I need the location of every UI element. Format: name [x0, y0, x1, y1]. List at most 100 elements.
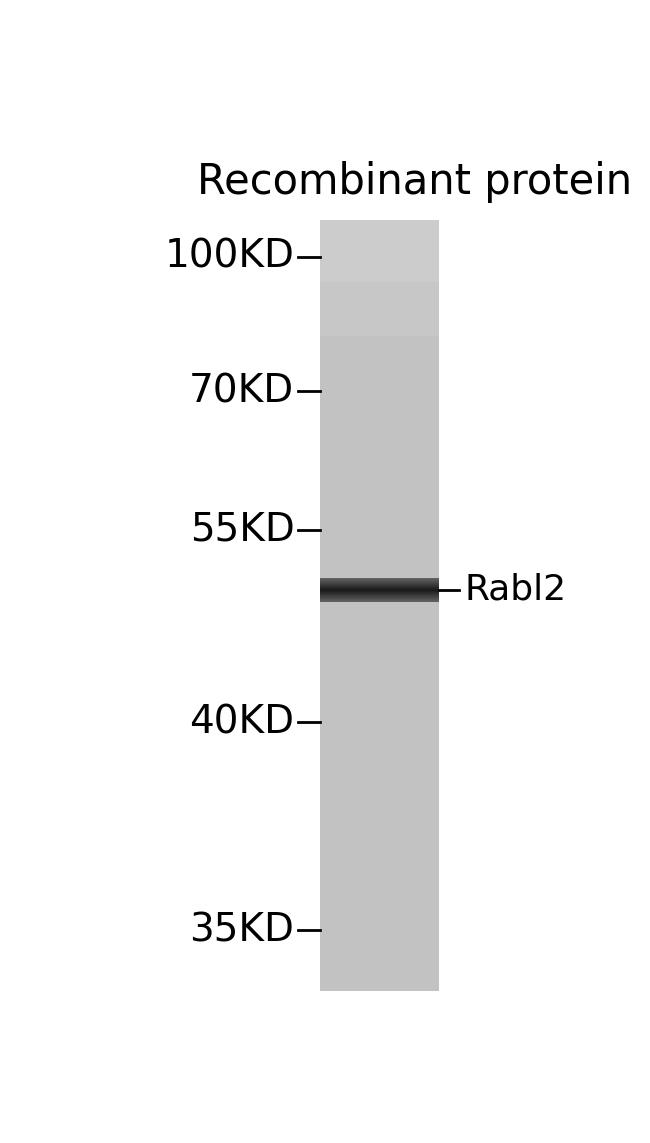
Text: 35KD: 35KD: [190, 911, 294, 949]
Bar: [320, 941, 439, 943]
Bar: [320, 865, 439, 868]
Bar: [320, 527, 439, 529]
Bar: [320, 240, 439, 242]
Bar: [320, 750, 439, 752]
Bar: [320, 829, 439, 831]
Bar: [320, 964, 439, 966]
Bar: [320, 320, 439, 322]
Bar: [320, 503, 439, 505]
Bar: [320, 606, 439, 608]
Bar: [320, 632, 439, 634]
Bar: [320, 269, 439, 271]
Bar: [320, 890, 439, 893]
Bar: [320, 563, 439, 566]
Bar: [320, 322, 439, 325]
Bar: [320, 255, 439, 257]
Bar: [320, 736, 439, 738]
Bar: [320, 374, 439, 377]
Bar: [320, 517, 439, 519]
Bar: [320, 655, 439, 657]
Bar: [320, 697, 439, 700]
Bar: [320, 390, 439, 392]
Bar: [320, 483, 439, 487]
Bar: [320, 272, 439, 274]
Bar: [320, 812, 439, 814]
Bar: [320, 882, 439, 885]
Bar: [320, 752, 439, 754]
Bar: [320, 376, 439, 378]
Bar: [320, 825, 439, 828]
Bar: [320, 961, 439, 964]
Bar: [320, 713, 439, 716]
Bar: [320, 592, 439, 594]
Bar: [320, 958, 439, 960]
Bar: [320, 813, 439, 815]
Bar: [320, 673, 439, 676]
Bar: [320, 502, 439, 504]
Bar: [320, 904, 439, 906]
Bar: [320, 821, 439, 823]
Bar: [320, 278, 439, 280]
Bar: [320, 776, 439, 780]
Bar: [320, 339, 439, 342]
Bar: [320, 837, 439, 839]
Bar: [320, 337, 439, 341]
Bar: [320, 666, 439, 670]
Bar: [320, 469, 439, 471]
Bar: [320, 334, 439, 336]
Bar: [320, 297, 439, 299]
Bar: [320, 948, 439, 950]
Bar: [320, 286, 439, 288]
Bar: [320, 710, 439, 712]
Bar: [320, 640, 439, 642]
Bar: [320, 491, 439, 494]
Bar: [320, 880, 439, 882]
Bar: [320, 902, 439, 904]
Bar: [320, 604, 439, 606]
Bar: [320, 790, 439, 792]
Bar: [320, 761, 439, 764]
Bar: [320, 573, 439, 575]
Bar: [320, 908, 439, 910]
Bar: [320, 280, 439, 282]
Bar: [320, 307, 439, 310]
Bar: [320, 613, 439, 615]
Bar: [320, 317, 439, 319]
Bar: [320, 440, 439, 442]
Bar: [320, 896, 439, 898]
Bar: [320, 514, 439, 517]
Bar: [320, 764, 439, 766]
Bar: [320, 911, 439, 913]
Bar: [320, 305, 439, 307]
Bar: [320, 758, 439, 760]
Bar: [320, 769, 439, 772]
Text: 70KD: 70KD: [189, 373, 294, 410]
Bar: [320, 288, 439, 290]
Bar: [320, 922, 439, 925]
Bar: [320, 913, 439, 916]
Bar: [320, 232, 439, 234]
Bar: [320, 942, 439, 944]
Bar: [320, 347, 439, 350]
Bar: [320, 410, 439, 414]
Bar: [320, 717, 439, 719]
Bar: [320, 623, 439, 625]
Bar: [320, 413, 439, 415]
Bar: [320, 694, 439, 696]
Bar: [320, 877, 439, 879]
Bar: [320, 570, 439, 573]
Bar: [320, 392, 439, 394]
Bar: [320, 846, 439, 848]
Bar: [320, 547, 439, 550]
Bar: [320, 873, 439, 876]
Bar: [320, 609, 439, 612]
Bar: [320, 767, 439, 769]
Bar: [320, 590, 439, 592]
Bar: [320, 663, 439, 665]
Bar: [320, 545, 439, 547]
Bar: [320, 646, 439, 648]
Bar: [320, 696, 439, 698]
Bar: [320, 778, 439, 781]
Bar: [320, 569, 439, 572]
Bar: [320, 367, 439, 369]
